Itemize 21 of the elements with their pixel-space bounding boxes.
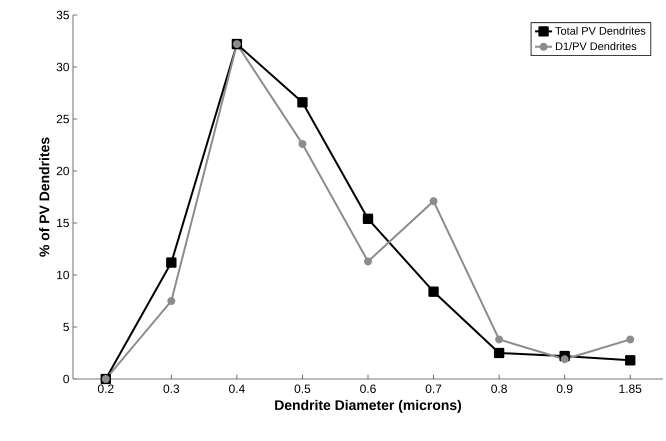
- y-tick-label: 0: [63, 374, 70, 384]
- x-tick-label: 0.9: [556, 384, 572, 393]
- y-tick-label: 10: [57, 270, 70, 280]
- x-tick-label: 0.7: [426, 384, 442, 393]
- x-tick-label: 0.3: [163, 384, 180, 393]
- x-tick-label: 0.6: [360, 384, 376, 393]
- y-tick-label: 30: [56, 62, 70, 72]
- y-tick-label: 15: [57, 218, 69, 228]
- x-tick-label: 0.2: [98, 384, 114, 393]
- x-tick-label: 0.4: [229, 384, 245, 393]
- x-tick-label: 0.8: [491, 384, 507, 393]
- x-axis-title: Dendrite Diameter (microns): [275, 400, 462, 413]
- x-tick-label: 0.5: [294, 384, 310, 393]
- y-tick-label: 35: [56, 10, 69, 20]
- legend-label: Total PV Dendrites: [555, 26, 646, 35]
- x-tick-label: 1.85: [619, 384, 642, 393]
- y-tick-label: 25: [56, 114, 69, 124]
- legend-label: D1/PV Dendrites: [556, 42, 636, 50]
- y-axis-title: % of PV Dendrites: [39, 138, 50, 257]
- y-tick-label: 5: [63, 322, 69, 332]
- y-tick-label: 20: [56, 166, 70, 176]
